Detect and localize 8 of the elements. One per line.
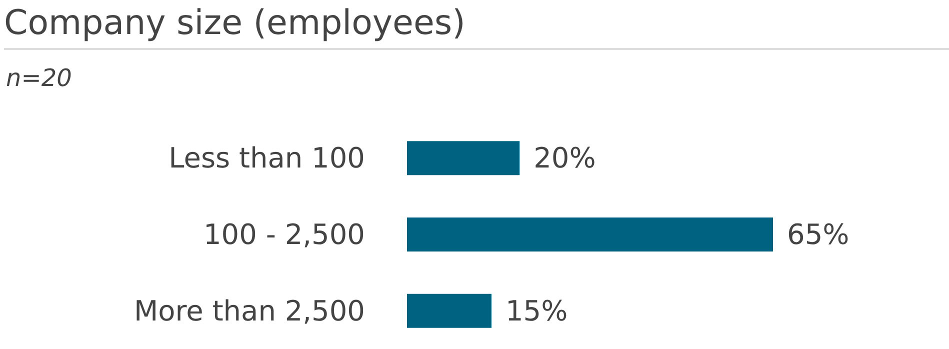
text: n=20 [6,64,72,92]
data-label: 15% [505,294,568,328]
y-tick-label: More than 2,500 [134,294,365,328]
data-label: 20% [534,142,596,175]
data-label: 65% [787,218,850,251]
chart-title: Company size (employees) [4,2,949,50]
y-tick-label: 100 - 2,500 [203,218,365,251]
y-tick-label: Less than 100 [168,142,365,175]
